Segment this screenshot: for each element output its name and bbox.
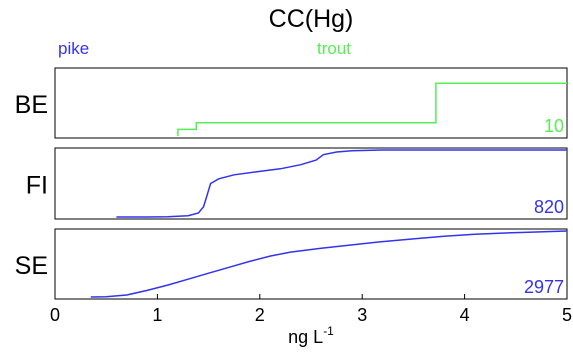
panel-label-se: SE [15,252,48,280]
x-tick-label-5: 5 [562,305,572,325]
x-axis-label-exponent: -1 [323,324,334,338]
chart-panels: BE 10 FI 820 SE 2977 [15,67,568,300]
x-axis-label-unit: ng L [288,327,323,347]
series-line-se [90,230,568,298]
panel-label-fi: FI [26,172,48,200]
panel-frame-se [54,228,568,300]
legend-pike: pike [58,39,89,58]
series-line-be [177,82,567,136]
legend-trout: trout [317,39,351,58]
panel-count-se: 2977 [524,277,564,297]
panel-be: BE 10 [15,67,568,139]
x-axis-label: ng L-1 [288,324,334,347]
x-tick-label-0: 0 [50,305,60,325]
x-tick-label-3: 3 [357,305,367,325]
panel-frame-fi [54,147,568,220]
panel-fi: FI 820 [26,147,568,220]
x-axis: 0 1 2 3 4 5 [50,294,572,325]
x-tick-label-4: 4 [460,305,470,325]
chart-title: CC(Hg) [269,5,354,33]
x-tick-label-1: 1 [152,305,162,325]
panel-frame-be [54,67,568,139]
panel-label-be: BE [15,91,48,119]
x-tick-label-2: 2 [255,305,265,325]
panel-count-fi: 820 [534,197,564,217]
panel-se: SE 2977 [15,228,568,300]
series-line-fi [116,149,567,218]
panel-count-be: 10 [544,116,564,136]
